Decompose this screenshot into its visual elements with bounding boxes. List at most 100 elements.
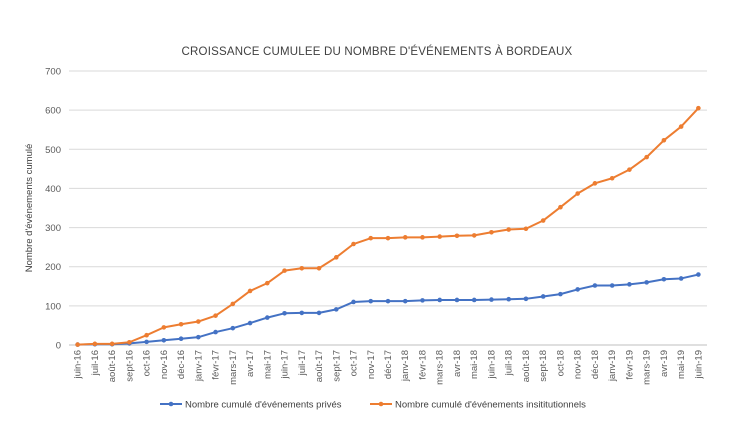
data-point	[178, 336, 184, 342]
x-tick-label: juil-16	[90, 350, 101, 376]
data-point	[144, 339, 149, 345]
data-point	[523, 226, 529, 232]
data-point	[575, 191, 580, 196]
data-point	[696, 105, 701, 111]
data-point	[489, 297, 494, 302]
y-tick-label: 600	[45, 106, 61, 117]
data-point	[420, 298, 425, 303]
x-tick-label: déc-16	[176, 350, 187, 379]
data-point	[282, 310, 287, 316]
x-tick-label: févr-18	[417, 350, 428, 380]
data-point	[92, 341, 98, 347]
x-tick-label: mai-18	[469, 350, 480, 379]
data-point	[230, 325, 236, 331]
data-point	[540, 294, 546, 299]
x-tick-label: mai-17	[262, 350, 273, 379]
data-point	[402, 235, 408, 240]
data-point	[299, 310, 305, 316]
data-point	[75, 342, 80, 347]
x-axis: juin-16 juil-16 août-16 sept-16 oct-16 nov-16…	[69, 344, 707, 385]
data-point	[609, 283, 615, 288]
x-tick-label: janv-17	[193, 350, 204, 382]
x-tick-label: juil-17	[297, 350, 308, 376]
x-tick-label: nov-17	[366, 350, 377, 379]
x-tick-label: sept-16	[124, 350, 135, 382]
series-1	[75, 272, 701, 347]
x-tick-label: juin-17	[280, 350, 291, 380]
data-point	[661, 137, 667, 143]
x-tick-label: oct-16	[142, 350, 153, 376]
data-point	[282, 268, 287, 273]
data-point	[402, 298, 408, 304]
data-point	[661, 276, 667, 282]
x-tick-label: févr-19	[624, 350, 635, 380]
x-tick-label: août-16	[107, 350, 118, 382]
data-point	[523, 296, 529, 302]
data-point	[299, 265, 305, 271]
data-point	[385, 235, 391, 241]
data-point	[420, 235, 425, 240]
x-tick-label: févr-17	[211, 350, 222, 380]
data-point	[558, 204, 563, 210]
data-point	[644, 280, 649, 285]
x-tick-label: avr-17	[245, 350, 256, 377]
data-point	[127, 339, 132, 345]
y-tick-label: 300	[45, 223, 61, 234]
x-tick-label: mai-19	[676, 350, 687, 379]
x-tick-label: avr-18	[452, 350, 463, 377]
data-point	[471, 297, 477, 303]
data-point	[678, 124, 684, 129]
x-tick-label: nov-16	[159, 350, 170, 379]
data-point	[213, 329, 218, 335]
data-point	[454, 233, 460, 239]
data-point	[368, 298, 374, 304]
data-point	[178, 321, 184, 327]
x-tick-label: nov-18	[573, 350, 584, 379]
y-tick-label: 100	[45, 301, 61, 312]
chart-title: CROISSANCE CUMULEE DU NOMBRE D'ÉVÉNEMENT…	[182, 45, 573, 58]
data-point	[540, 218, 546, 223]
y-tick-label: 0	[56, 341, 61, 352]
data-point	[437, 234, 443, 239]
data-point	[161, 325, 167, 330]
x-tick-label: janv-18	[400, 350, 411, 382]
data-point	[437, 297, 443, 303]
data-point	[506, 227, 512, 232]
data-point	[196, 334, 201, 340]
data-point	[627, 167, 632, 172]
data-point	[368, 235, 374, 241]
y-tick-label: 700	[45, 67, 61, 78]
data-point	[230, 301, 236, 307]
data-point	[385, 298, 391, 304]
data-point	[333, 255, 339, 260]
data-point	[696, 272, 701, 277]
data-point	[506, 296, 512, 302]
data-point	[678, 276, 684, 281]
data-point	[196, 319, 201, 324]
legend-marker	[168, 401, 174, 407]
x-tick-label: juil-18	[504, 350, 515, 376]
series-2	[75, 105, 701, 347]
data-point	[316, 265, 322, 271]
data-point	[247, 320, 253, 326]
data-point	[247, 288, 253, 294]
y-axis-label: Nombre d'événements cumulé	[24, 144, 35, 273]
x-tick-label: juin-16	[73, 350, 84, 380]
series-layer	[75, 105, 701, 347]
data-point	[161, 338, 167, 343]
x-tick-label: oct-17	[349, 350, 360, 376]
data-point	[627, 282, 632, 287]
x-tick-label: sept-18	[538, 350, 549, 382]
legend-marker	[378, 401, 384, 407]
legend-label: Nombre cumulé d'événements privés	[185, 400, 342, 411]
x-tick-label: avr-19	[659, 350, 670, 377]
x-tick-label: déc-18	[590, 350, 601, 379]
y-tick-label: 500	[45, 145, 61, 156]
x-tick-label: déc-17	[383, 350, 394, 379]
y-tick-label: 400	[45, 184, 61, 195]
x-tick-label: oct-18	[555, 350, 566, 376]
x-tick-label: juin-18	[486, 350, 497, 380]
data-point	[592, 283, 598, 288]
data-point	[575, 287, 580, 292]
